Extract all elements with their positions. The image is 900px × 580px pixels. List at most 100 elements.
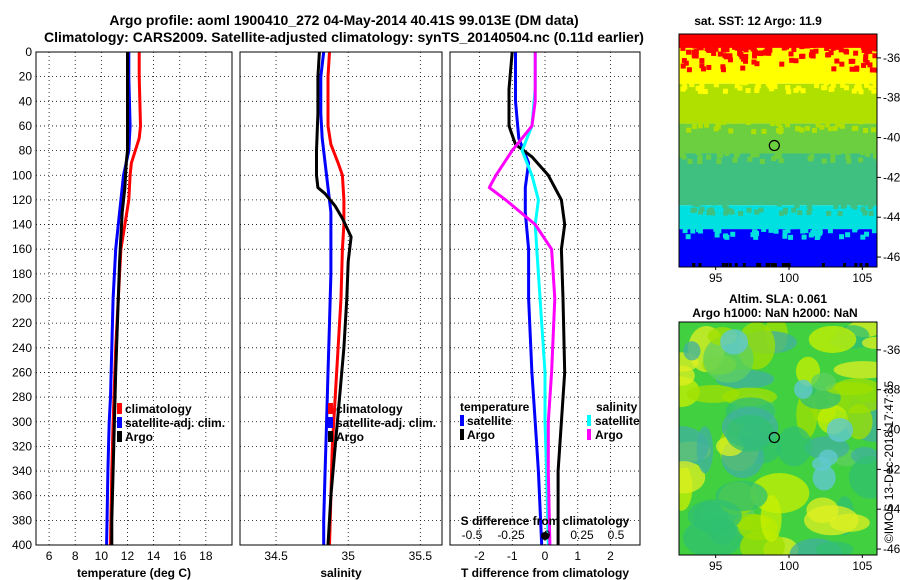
temperature-panel: 6 8 10 12 14 16 18 temperature (deg C) 0 20 40 60 80… — [12, 45, 233, 580]
sst-pixel — [842, 270, 847, 275]
sst-pixel — [692, 51, 698, 57]
sla-blob — [804, 436, 850, 460]
sst-pixel — [814, 83, 820, 89]
y-tick-label: 220 — [12, 316, 32, 330]
land-pixel — [772, 263, 776, 267]
sst-pixel — [751, 53, 757, 59]
sst-pixel — [703, 270, 708, 275]
sst-pixel — [732, 157, 738, 163]
sst-pixel — [697, 155, 703, 161]
x-tick-label: -2 — [474, 549, 485, 563]
top-tick-label: 0.25 — [570, 528, 594, 542]
sst-pixel — [714, 232, 720, 238]
sst-pixel — [870, 265, 876, 267]
legend-label: climatology — [125, 402, 192, 416]
sst-pixel — [864, 49, 870, 55]
sst-pixel — [682, 42, 688, 48]
map-y-tick-label: -36 — [883, 51, 900, 65]
land-pixel — [698, 263, 702, 267]
sst-pixel — [844, 149, 850, 155]
sst-pixel — [801, 234, 807, 240]
sst-pixel — [713, 82, 719, 88]
land-pixel — [725, 263, 729, 267]
sst-pixel — [836, 272, 841, 277]
sst-pixel — [682, 118, 688, 124]
sst-pixel — [766, 50, 772, 56]
sst-pixel — [720, 67, 726, 73]
map-frame — [678, 321, 878, 556]
sst-pixel — [814, 230, 820, 236]
sla-blob — [861, 336, 877, 349]
legend-title-temperature: temperature — [460, 400, 530, 414]
sst-pixel — [682, 228, 688, 234]
sst-pixel — [695, 201, 701, 207]
sst-pixel — [828, 86, 834, 92]
map-x-tick-label: 105 — [852, 271, 872, 285]
sst-pixel — [703, 270, 708, 275]
sst-pixel — [872, 83, 877, 89]
x-tick-label: 35.5 — [409, 549, 433, 563]
figure-title-line1: Argo profile: aoml 1900410_272 04-May-20… — [109, 12, 578, 28]
y-tick-label: 400 — [12, 538, 32, 552]
map-y-tick-label: -42 — [883, 170, 900, 184]
sst-pixel — [793, 118, 799, 124]
sst-pixel — [762, 50, 768, 56]
sst-pixel — [811, 127, 817, 133]
figure-title-line2: Climatology: CARS2009. Satellite-adjuste… — [44, 29, 644, 45]
land-pixel — [787, 263, 791, 267]
sst-pixel — [830, 268, 835, 273]
sst-pixel — [778, 210, 784, 216]
y-tick-label: 60 — [19, 119, 33, 133]
sst-pixel — [814, 234, 820, 240]
sst-pixel — [743, 118, 749, 124]
series-line-satellite-adj-clim- — [319, 51, 333, 545]
sst-pixel — [754, 209, 760, 215]
y-tick-label: 40 — [19, 94, 33, 108]
sst-pixel — [845, 154, 851, 160]
sst-pixel — [804, 125, 810, 131]
sst-pixel — [846, 158, 852, 164]
x-tick-label: 0 — [542, 549, 549, 563]
sst-pixel — [773, 228, 779, 234]
legend-label: satellite — [595, 414, 640, 428]
sst-pixel — [861, 261, 867, 267]
sst-pixel — [680, 63, 686, 69]
sst-pixel — [803, 228, 809, 234]
sst-pixel — [720, 64, 726, 70]
y-tick-label: 240 — [12, 341, 32, 355]
sst-pixel — [716, 228, 722, 234]
sst-pixel — [681, 269, 686, 274]
sst-pixel — [830, 199, 836, 205]
land-pixel — [770, 263, 774, 267]
sst-pixel — [793, 87, 799, 93]
sst-pixel — [874, 67, 877, 73]
sst-pixel — [704, 122, 710, 128]
land-pixel — [859, 263, 863, 267]
sst-pixel — [852, 204, 858, 210]
x-tick-label: 2 — [607, 549, 614, 563]
series-line-argo — [315, 51, 353, 546]
sla-blob-cyan — [826, 417, 854, 442]
sst-pixel — [695, 150, 701, 156]
sst-pixel — [699, 63, 705, 69]
sst-pixel — [865, 152, 871, 158]
y-tick-label: 140 — [12, 218, 32, 232]
sst-pixel — [736, 269, 741, 274]
sst-pixel — [821, 158, 827, 164]
sst-pixel — [769, 86, 775, 92]
sst-pixel — [783, 119, 789, 125]
y-tick-label: 200 — [12, 292, 32, 306]
sst-pixel — [713, 148, 719, 154]
legend-label: satellite-adj. clim. — [336, 416, 436, 430]
sst-pixel — [686, 67, 692, 73]
land-pixel — [781, 263, 785, 267]
sst-pixel — [854, 84, 860, 90]
sst-pixel — [782, 209, 788, 215]
sst-pixel — [858, 89, 864, 95]
sst-pixel — [721, 119, 727, 125]
sst-pixel — [706, 154, 712, 160]
sst-pixel — [751, 129, 757, 135]
sst-pixel — [825, 52, 831, 58]
sst-pixel — [862, 200, 868, 206]
sst-pixel — [839, 269, 844, 274]
